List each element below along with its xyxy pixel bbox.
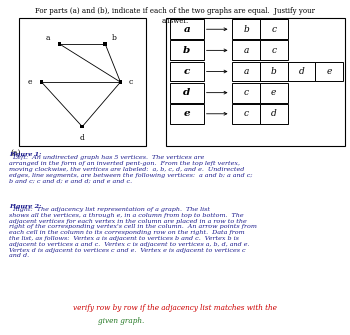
Text: Right:  The adjacency list representation of a graph.  The list
shows all the ve: Right: The adjacency list representation…	[9, 207, 257, 258]
Text: a: a	[244, 46, 249, 55]
Text: a: a	[244, 67, 249, 76]
Text: a: a	[46, 34, 50, 42]
Text: c: c	[244, 88, 248, 97]
Bar	[232, 62, 260, 81]
Text: d: d	[80, 134, 85, 142]
Bar	[260, 83, 288, 103]
Text: e: e	[183, 109, 190, 118]
Bar	[40, 80, 43, 84]
Text: b: b	[271, 67, 277, 76]
Bar	[260, 41, 288, 60]
Text: d: d	[299, 67, 304, 76]
Text: c: c	[271, 46, 276, 55]
Text: e: e	[327, 67, 332, 76]
Bar	[119, 80, 122, 84]
Text: (a): (a)	[10, 148, 21, 156]
Bar	[170, 104, 204, 124]
Bar	[260, 62, 288, 81]
Text: c: c	[271, 25, 276, 34]
Bar	[57, 42, 61, 46]
Bar	[170, 83, 204, 103]
Text: Figure 2:: Figure 2:	[9, 204, 41, 209]
Text: b: b	[112, 34, 117, 42]
Text: d: d	[183, 88, 190, 97]
Text: c: c	[128, 78, 133, 86]
Bar	[288, 62, 315, 81]
Text: a: a	[183, 25, 190, 34]
Text: b: b	[243, 25, 249, 34]
Text: For parts (a) and (b), indicate if each of the two graphs are equal.  Justify yo: For parts (a) and (b), indicate if each …	[35, 7, 315, 24]
Bar	[103, 42, 107, 46]
Bar	[232, 83, 260, 103]
Bar	[232, 19, 260, 39]
Bar	[80, 125, 84, 128]
Bar	[170, 62, 204, 81]
Bar	[260, 19, 288, 39]
Bar	[260, 104, 288, 124]
Text: c: c	[184, 67, 190, 76]
Bar	[170, 19, 204, 39]
Text: e: e	[271, 88, 276, 97]
Text: Left:  An undirected graph has 5 vertices.  The vertices are
arranged in the for: Left: An undirected graph has 5 vertices…	[9, 155, 252, 183]
Bar	[315, 62, 343, 81]
Bar	[232, 41, 260, 60]
Text: verify row by row if the adjacency list matches with the: verify row by row if the adjacency list …	[73, 304, 277, 312]
Text: Figure 1:: Figure 1:	[9, 152, 41, 157]
Text: d: d	[271, 109, 277, 118]
Bar	[232, 104, 260, 124]
Bar	[170, 41, 204, 60]
Text: c: c	[244, 109, 248, 118]
Text: e: e	[28, 78, 32, 86]
Text: b: b	[183, 46, 190, 55]
Text: given graph.: given graph.	[98, 317, 144, 325]
